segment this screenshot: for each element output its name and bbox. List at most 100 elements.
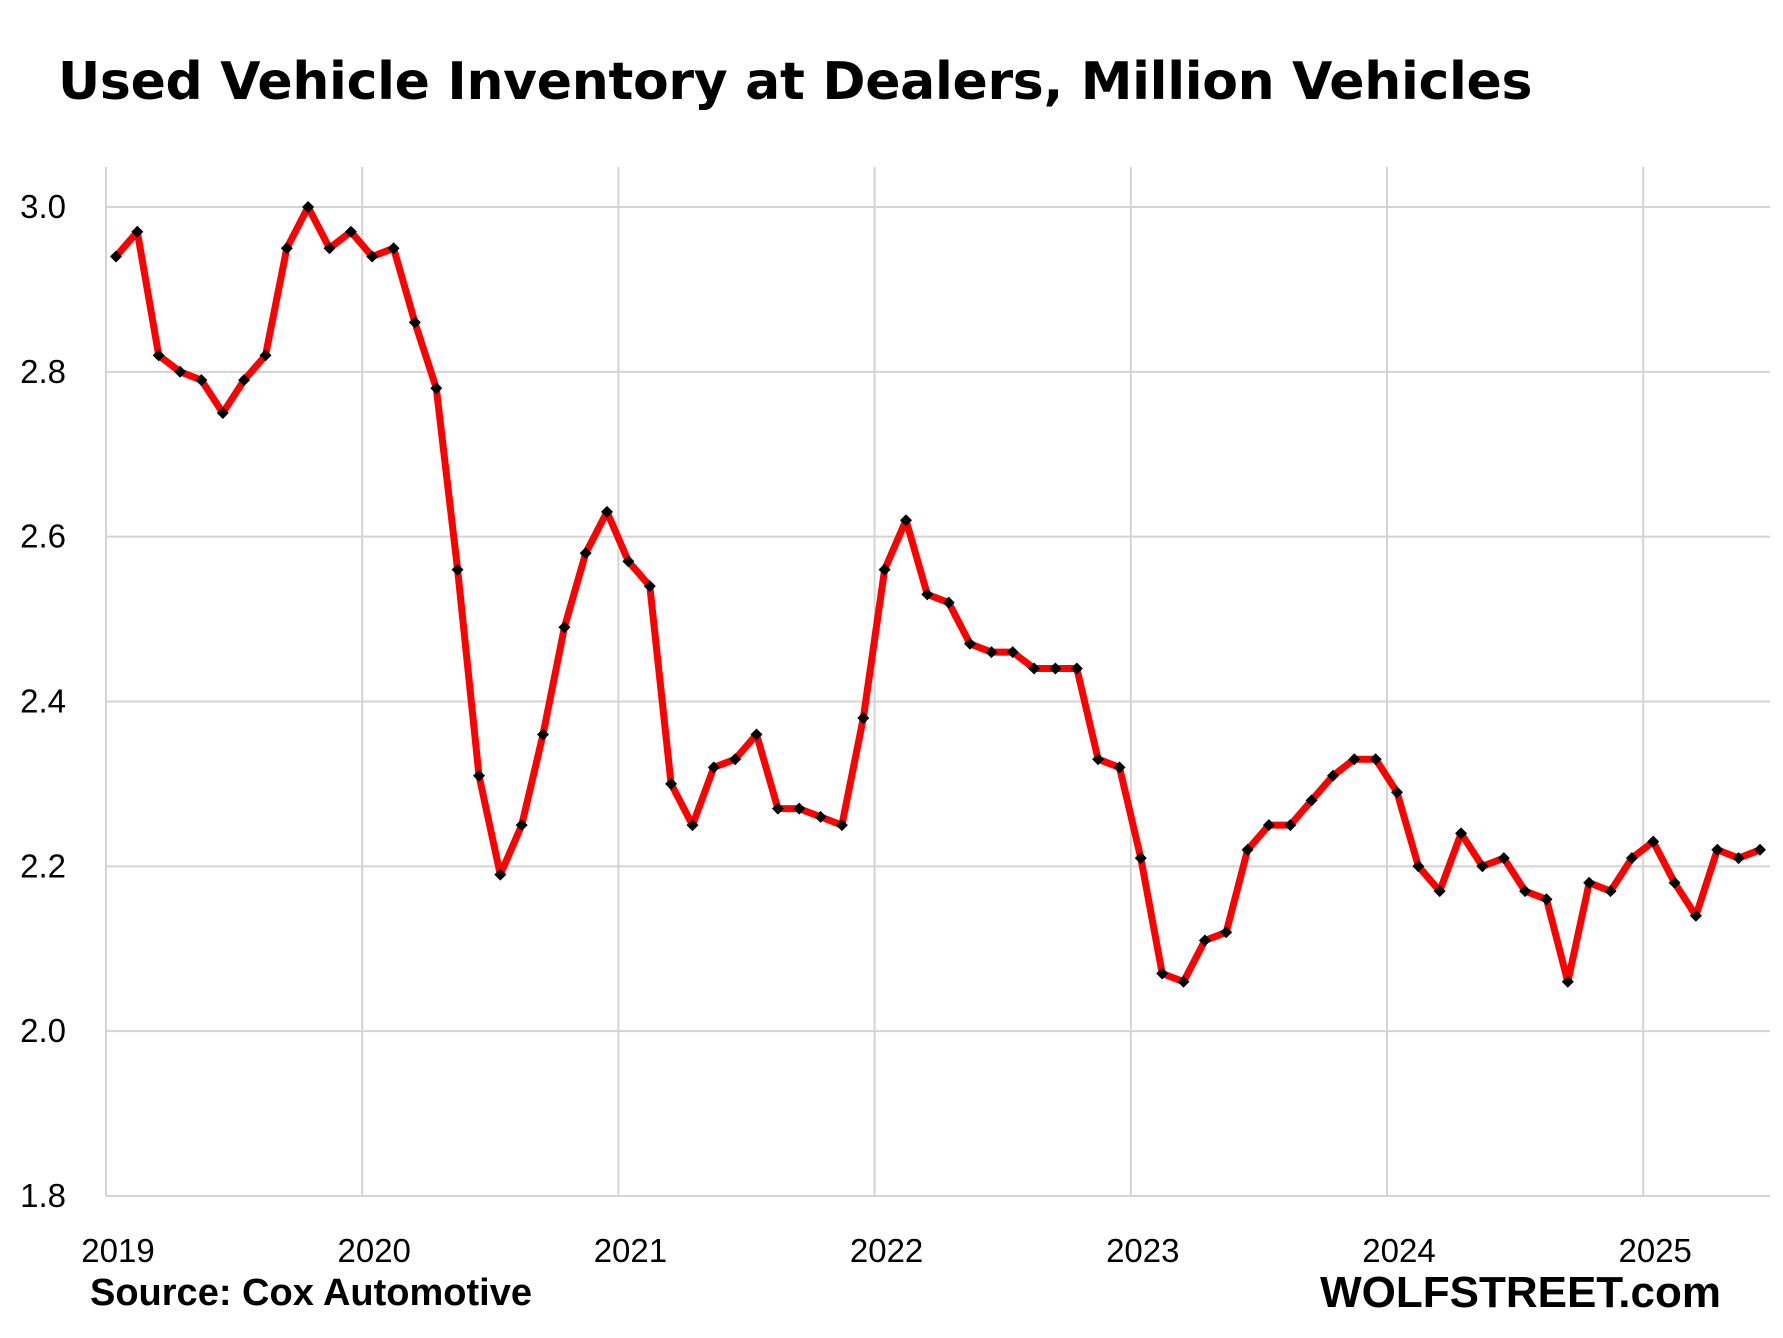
data-point-marker bbox=[900, 514, 912, 527]
y-tick-label: 2.0 bbox=[20, 1012, 66, 1049]
data-point-marker bbox=[643, 580, 656, 593]
data-point-marker bbox=[1625, 852, 1638, 865]
x-tick-label: 2024 bbox=[1362, 1232, 1435, 1269]
x-tick-label: 2021 bbox=[594, 1232, 667, 1269]
chart-title: Used Vehicle Inventory at Dealers, Milli… bbox=[58, 52, 1533, 112]
data-point-marker bbox=[878, 563, 891, 576]
data-point-marker bbox=[729, 753, 742, 766]
data-point-marker bbox=[665, 777, 678, 790]
data-point-marker bbox=[473, 769, 485, 782]
data-point-marker bbox=[1220, 926, 1233, 939]
data-point-marker bbox=[1668, 876, 1681, 889]
data-point-marker bbox=[1262, 819, 1275, 832]
data-point-marker bbox=[921, 588, 934, 601]
x-tick-label: 2019 bbox=[81, 1232, 154, 1269]
data-point-marker bbox=[835, 819, 848, 832]
data-point-marker bbox=[964, 637, 976, 650]
data-point-marker bbox=[857, 712, 870, 724]
data-point-marker bbox=[686, 819, 699, 832]
data-point-marker bbox=[174, 365, 187, 378]
data-point-marker bbox=[1327, 769, 1339, 782]
data-point-marker bbox=[1497, 852, 1510, 865]
data-point-marker bbox=[1049, 662, 1062, 675]
data-point-marker bbox=[451, 563, 464, 576]
data-point-marker bbox=[1754, 843, 1766, 856]
data-point-marker bbox=[1006, 646, 1019, 659]
data-point-marker bbox=[1561, 975, 1574, 988]
data-point-marker bbox=[1519, 885, 1532, 898]
data-point-marker bbox=[1732, 852, 1745, 865]
data-point-marker bbox=[259, 349, 272, 362]
data-point-marker bbox=[1604, 885, 1617, 898]
data-point-marker bbox=[1134, 852, 1147, 865]
data-point-marker bbox=[1113, 761, 1126, 774]
data-point-marker bbox=[1689, 909, 1702, 922]
x-tick-label: 2023 bbox=[1106, 1232, 1179, 1269]
data-point-marker bbox=[814, 810, 827, 823]
data-point-marker bbox=[1305, 794, 1318, 807]
data-point-marker bbox=[494, 868, 507, 881]
y-tick-label: 3.0 bbox=[20, 188, 66, 225]
data-point-marker bbox=[1156, 967, 1169, 980]
data-point-marker bbox=[579, 547, 592, 560]
data-point-marker bbox=[1583, 876, 1596, 889]
data-point-marker bbox=[1284, 819, 1297, 832]
data-point-marker bbox=[1711, 843, 1724, 856]
data-point-marker bbox=[793, 802, 806, 815]
data-point-marker bbox=[1241, 843, 1254, 856]
data-point-marker bbox=[985, 646, 998, 659]
data-point-marker bbox=[152, 349, 165, 362]
data-point-marker bbox=[110, 250, 122, 263]
data-point-marker bbox=[1369, 753, 1382, 766]
data-point-marker bbox=[302, 201, 315, 213]
data-point-marker bbox=[344, 225, 357, 238]
data-point-marker bbox=[1028, 662, 1041, 675]
data-point-marker bbox=[387, 242, 400, 255]
data-point-marker bbox=[601, 505, 613, 518]
data-point-marker bbox=[1433, 885, 1446, 898]
x-tick-label: 2022 bbox=[850, 1232, 923, 1269]
data-point-marker bbox=[1348, 753, 1361, 766]
data-point-marker bbox=[1198, 934, 1211, 947]
y-tick-label: 2.4 bbox=[20, 683, 66, 720]
y-axis-tick-labels: 1.8 2.0 2.2 2.4 2.6 2.8 3.0 bbox=[20, 188, 66, 1214]
brand-logo-text: WOLFSTREET.com bbox=[1320, 1268, 1721, 1317]
data-markers bbox=[110, 201, 1766, 988]
data-point-marker bbox=[216, 407, 229, 419]
source-note: Source: Cox Automotive bbox=[90, 1272, 532, 1314]
data-point-marker bbox=[1092, 753, 1105, 766]
data-point-marker bbox=[1540, 893, 1553, 906]
data-point-marker bbox=[131, 225, 144, 238]
x-axis-tick-labels: 2019 2020 2021 2022 2023 2024 2025 bbox=[81, 1232, 1692, 1269]
data-point-marker bbox=[515, 819, 528, 832]
axes bbox=[105, 167, 1770, 1197]
data-point-marker bbox=[942, 596, 955, 609]
data-point-marker bbox=[1070, 662, 1083, 675]
x-tick-label: 2020 bbox=[337, 1232, 410, 1269]
data-point-marker bbox=[1455, 827, 1468, 840]
data-point-marker bbox=[238, 374, 251, 387]
data-point-marker bbox=[1412, 860, 1425, 873]
x-tick-label: 2025 bbox=[1618, 1232, 1691, 1269]
data-point-marker bbox=[771, 802, 784, 815]
horizontal-gridlines bbox=[106, 206, 1770, 1033]
data-point-marker bbox=[1476, 860, 1489, 873]
data-point-marker bbox=[1391, 786, 1403, 799]
data-point-marker bbox=[408, 316, 421, 329]
data-point-marker bbox=[195, 374, 208, 387]
data-point-marker bbox=[707, 761, 720, 774]
data-point-marker bbox=[750, 728, 763, 741]
data-point-marker bbox=[430, 382, 443, 395]
data-point-marker bbox=[622, 555, 635, 568]
y-tick-label: 2.6 bbox=[20, 518, 66, 555]
y-tick-label: 2.2 bbox=[20, 847, 66, 884]
data-point-marker bbox=[1647, 835, 1660, 848]
data-point-marker bbox=[366, 250, 379, 263]
y-tick-label: 1.8 bbox=[20, 1177, 66, 1214]
data-point-marker bbox=[558, 621, 571, 634]
vertical-gridlines bbox=[361, 167, 1645, 1196]
data-point-marker bbox=[323, 242, 336, 255]
data-point-marker bbox=[280, 242, 293, 255]
data-point-marker bbox=[1177, 975, 1190, 988]
